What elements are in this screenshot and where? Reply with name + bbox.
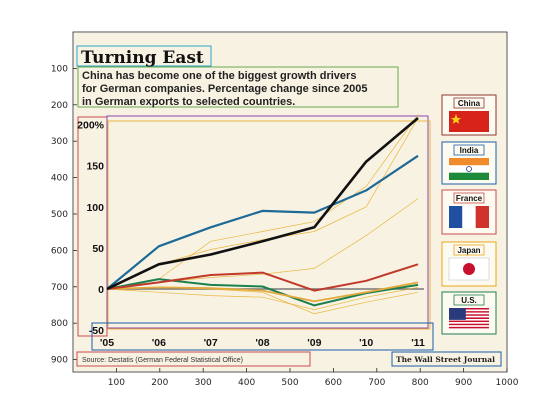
legend-label-box-china <box>453 97 485 109</box>
legend-label-japan: Japan <box>457 246 480 255</box>
x-tick-label: '11 <box>411 337 425 349</box>
y-tick-label: 0 <box>98 284 104 296</box>
image-y-tick-label: 600 <box>51 246 68 256</box>
subtitle-line-1: China has become one of the biggest grow… <box>82 70 356 82</box>
image-y-tick-label: 100 <box>51 64 68 74</box>
us-flag-stripe-white <box>449 319 489 321</box>
image-x-tick-label: 100 <box>108 378 125 388</box>
legend-label-box-japan <box>453 244 485 256</box>
us-flag-stripe-white <box>449 309 489 312</box>
legend-label-us: U.S. <box>461 296 477 305</box>
y-tick-label: 50 <box>92 243 104 255</box>
source-note: Source: Destatis (German Federal Statist… <box>82 357 243 364</box>
us-flag-stripe-white <box>449 322 489 324</box>
us-flag-stripe-red <box>449 317 489 319</box>
series-line-india <box>106 154 419 290</box>
series-line-china <box>106 117 419 291</box>
credit-annotation-box <box>391 351 502 367</box>
image-x-tick-label: 1000 <box>496 378 519 388</box>
outline-trace <box>106 287 419 310</box>
image-y-tick-label: 200 <box>51 101 68 111</box>
x-labels-annotation-box <box>91 322 434 351</box>
india-flag-chakra <box>466 166 472 172</box>
legend-label-india: India <box>460 146 479 155</box>
image-y-axis: 100 200 300 400 500 600 700 800 900 <box>51 64 77 366</box>
image-x-tick-label: 200 <box>151 378 168 388</box>
us-flag-stripe-red <box>449 323 489 326</box>
image-x-tick-label: 700 <box>368 378 385 388</box>
image-y-tick-label: 900 <box>51 356 68 366</box>
us-flag-stripe-red <box>449 314 489 316</box>
graphic-background <box>74 33 506 371</box>
image-x-axis: 100 200 300 400 500 600 700 800 900 1000 <box>108 368 519 388</box>
image-x-tick-label: 800 <box>412 378 429 388</box>
india-flag-saffron <box>449 158 489 166</box>
legend-label-china: China <box>458 99 481 108</box>
us-flag-stripe-white <box>449 325 489 327</box>
image-y-tick-label: 400 <box>51 174 68 184</box>
china-flag-star <box>451 114 461 124</box>
y-tick-label: -50 <box>89 325 104 337</box>
series-line-japan <box>106 281 419 303</box>
y-tick-label: 100 <box>86 202 104 214</box>
x-tick-label: '07 <box>204 337 218 349</box>
france-flag-white <box>462 206 476 228</box>
subtitle-line-3: in German exports to selected countries. <box>82 96 295 108</box>
credit-text: The Wall Street Journal <box>396 355 495 364</box>
image-y-tick-label: 700 <box>51 283 68 293</box>
china-flag-icon <box>449 111 489 132</box>
source-annotation-box <box>76 351 311 367</box>
india-flag-green <box>449 172 489 180</box>
france-flag-red <box>475 206 489 228</box>
chart-title: Turning East <box>81 48 204 68</box>
us-flag-stripe-white <box>449 328 489 330</box>
image-x-tick-label: 500 <box>281 378 298 388</box>
us-flag-stripe-red <box>449 320 489 323</box>
image-x-tick-label: 300 <box>195 378 212 388</box>
title-annotation-box <box>76 45 212 67</box>
us-flag-icon <box>449 308 489 330</box>
image-x-tick-label: 600 <box>325 378 342 388</box>
x-tick-label: '09 <box>307 337 321 349</box>
india-flag-white <box>449 165 489 173</box>
x-tick-label: '05 <box>100 337 114 349</box>
image-x-tick-label: 400 <box>238 378 255 388</box>
image-y-tick-label: 300 <box>51 137 68 147</box>
us-flag-stripe-red <box>449 311 489 313</box>
series-line-france <box>106 263 419 292</box>
x-tick-label: '10 <box>359 337 373 349</box>
japan-flag-icon <box>448 257 490 281</box>
legend-label-box-india <box>453 144 485 156</box>
legend-label-box-france <box>453 192 485 204</box>
india-flag-icon <box>449 158 489 180</box>
france-flag-blue <box>449 206 463 228</box>
legend-label-france: France <box>456 194 483 203</box>
subtitle-line-2: for German companies. Percentage change … <box>82 83 368 95</box>
y-tick-label: 200% <box>77 120 105 132</box>
us-flag-stripe-white <box>449 312 489 315</box>
us-flag-stripe-red <box>449 308 489 310</box>
plot-annotation-box <box>106 115 429 329</box>
x-tick-label: '06 <box>152 337 166 349</box>
image-y-tick-label: 500 <box>51 210 68 220</box>
image-x-tick-label: 900 <box>455 378 472 388</box>
y-tick-label: 150 <box>86 161 104 173</box>
france-flag-icon <box>449 206 489 228</box>
subtitle-annotation-box <box>77 66 399 108</box>
us-flag-canton <box>449 308 466 320</box>
china-flag-field <box>449 111 489 132</box>
plot-annotation-box-inner <box>107 120 431 330</box>
legend-label-box-us <box>453 294 485 306</box>
line-chart: 200% 150 100 50 0 -50'05 '06 '07 '08 '09 '10 '11 <box>77 114 425 349</box>
legend: China India France Japan U.S. <box>441 94 497 335</box>
image-y-tick-label: 800 <box>51 319 68 329</box>
japan-flag-disc <box>463 263 475 275</box>
us-flag-stripe-white <box>449 315 489 318</box>
us-flag-stripe-red <box>449 326 489 329</box>
x-tick-label: '08 <box>255 337 269 349</box>
